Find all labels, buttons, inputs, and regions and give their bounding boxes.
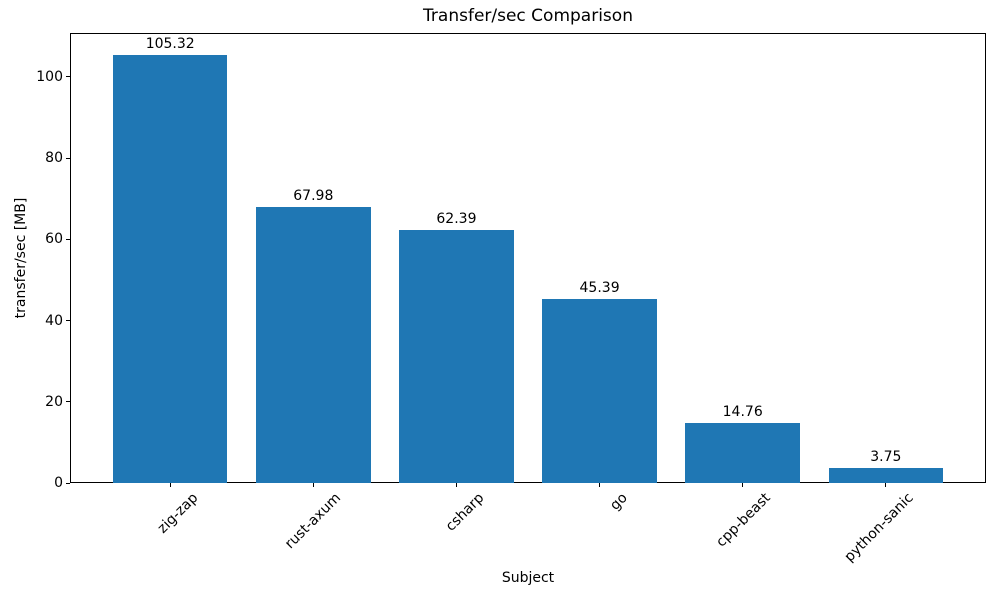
bar-go [542, 298, 657, 483]
y-tick-mark [66, 76, 70, 78]
bar-zig-zap [112, 55, 228, 483]
y-tick-mark [66, 320, 70, 322]
y-tick-mark [66, 238, 70, 240]
y-tick-label: 60 [45, 231, 63, 248]
x-tick-mark [742, 483, 744, 487]
x-axis-label: Subject [501, 570, 555, 586]
bar-value-label-python-sanic: 3.75 [870, 448, 902, 465]
x-tick-mark [885, 483, 887, 487]
x-tick-label-csharp: csharp [443, 490, 488, 535]
bar-value-label-rust-axum: 67.98 [293, 187, 334, 204]
bar-cpp-beast [685, 423, 800, 483]
y-axis-label: transfer/sec [MB] [13, 197, 29, 319]
x-tick-label-go: go [607, 490, 631, 514]
x-tick-mark [455, 483, 457, 487]
y-tick-label: 80 [45, 150, 63, 167]
bar-value-label-cpp-beast: 14.76 [722, 404, 763, 421]
x-tick-label-python-sanic: python-sanic [841, 490, 918, 566]
x-tick-label-cpp-beast: cpp-beast [713, 490, 775, 551]
x-tick-label-zig-zap: zig-zap [154, 490, 202, 537]
y-tick-mark [66, 482, 70, 484]
bar-csharp [399, 229, 514, 483]
y-tick-mark [66, 401, 70, 403]
y-tick-label: 20 [45, 393, 63, 410]
x-tick-mark [312, 483, 314, 487]
x-tick-mark [169, 483, 171, 487]
x-tick-label-rust-axum: rust-axum [282, 490, 345, 553]
y-tick-label: 100 [36, 68, 63, 85]
bar-value-label-csharp: 62.39 [436, 210, 477, 227]
y-tick-label: 40 [45, 312, 63, 329]
chart-title: Transfer/sec Comparison [423, 6, 633, 26]
bar-value-label-zig-zap: 105.32 [145, 36, 195, 53]
y-tick-label: 0 [54, 475, 63, 491]
y-tick-mark [66, 157, 70, 159]
x-tick-mark [599, 483, 601, 487]
bar-python-sanic [828, 467, 944, 483]
bar-value-label-go: 45.39 [579, 279, 620, 296]
bar-rust-axum [256, 206, 371, 483]
